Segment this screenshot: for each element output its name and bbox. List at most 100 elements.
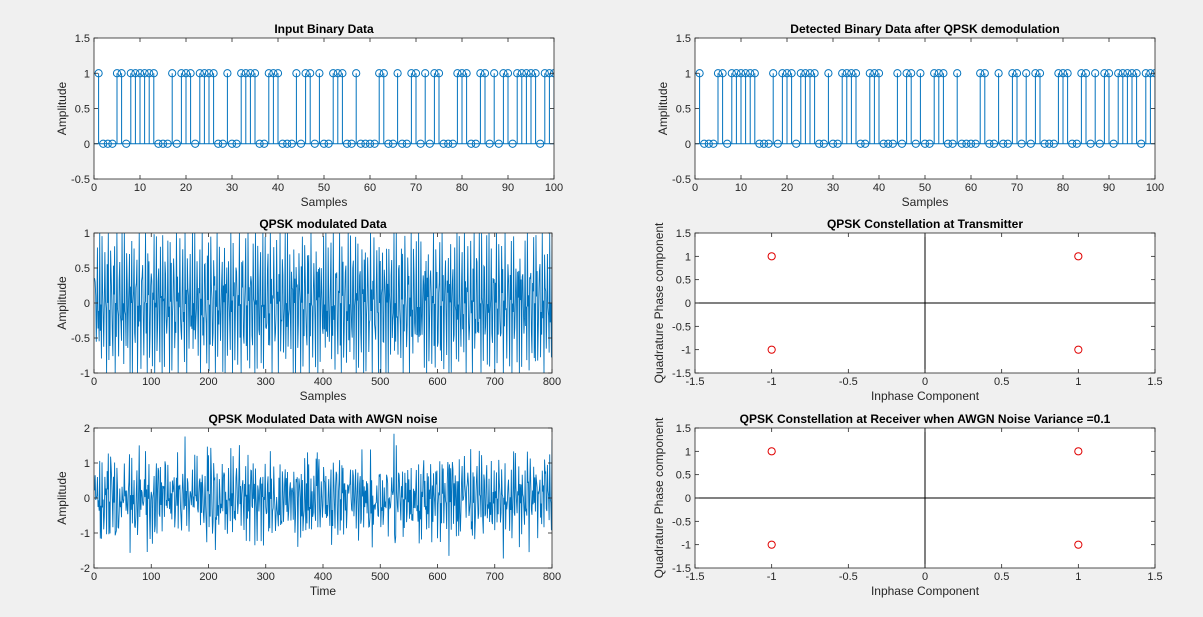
stem-marker: [181, 69, 191, 78]
stem-marker: [149, 69, 158, 78]
stem-marker: [1031, 69, 1040, 78]
x-tick-label: 600: [428, 571, 446, 583]
stem-marker: [989, 139, 999, 148]
y-tick-label: 0: [685, 493, 691, 505]
y-tick-label: 0: [84, 493, 90, 505]
stem-marker: [805, 69, 815, 78]
stem-marker: [168, 69, 177, 78]
stem-marker: [773, 139, 782, 148]
stem-marker: [457, 69, 467, 78]
stem-marker: [999, 139, 1008, 148]
x-tick-label: 500: [371, 571, 389, 583]
y-tick-label: -0.5: [71, 174, 90, 186]
stem-marker: [421, 69, 430, 78]
y-tick-label: -0.5: [672, 174, 691, 186]
stem-marker: [884, 139, 893, 148]
stem-marker: [490, 69, 499, 78]
y-tick-label: -1: [80, 528, 90, 540]
stem-marker: [700, 139, 709, 148]
y-axis-label: Amplitude: [55, 82, 69, 136]
stem-marker: [966, 139, 976, 148]
data-layer: [695, 428, 1155, 568]
stem-marker: [131, 69, 140, 78]
stem-marker: [439, 139, 448, 148]
stem-marker: [177, 69, 186, 78]
y-tick-label: 1: [84, 68, 90, 80]
y-tick-label: -1.5: [672, 368, 691, 380]
x-tick-label: 50: [318, 182, 330, 194]
stem-marker: [1077, 69, 1086, 78]
chart-title: QPSK Modulated Data with AWGN noise: [209, 412, 438, 426]
stem-marker: [278, 139, 287, 148]
stem-marker: [939, 69, 948, 78]
x-tick-label: -1: [767, 376, 777, 388]
x-tick-label: 100: [1146, 182, 1164, 194]
stem-marker: [1003, 139, 1012, 148]
plot-p6: -1.5 -1 -0.5 0 0.5 1 1.5 -1.5 -1 -0.5 0 0.5 1 1.5 QPSK…: [652, 412, 1163, 598]
stem-marker: [241, 69, 250, 78]
stem-marker: [828, 139, 838, 148]
stem-marker: [815, 139, 824, 148]
y-tick-label: 0.5: [676, 104, 691, 116]
x-tick-label: 100: [545, 182, 563, 194]
stem-marker: [379, 69, 388, 78]
plot-p3: 0 100 200 300 400 500 600 700 800 -1 -0.5 0 0.5 1 QPSK…: [55, 217, 561, 403]
plot-p2: 0 10 20 30 40 50 60 70 80 90 100-0.500.511.5Detect…: [656, 22, 1164, 209]
x-tick-label: 10: [134, 182, 146, 194]
y-tick-label: -0.5: [672, 516, 691, 528]
y-tick-label: -0.5: [672, 321, 691, 333]
stem-marker: [333, 69, 342, 78]
stem-marker: [117, 69, 126, 78]
y-tick-label: 1.5: [676, 228, 691, 240]
stem-marker: [994, 69, 1003, 78]
stem-marker: [145, 69, 154, 78]
stem-marker: [1127, 69, 1137, 78]
x-tick-label: 0: [91, 182, 97, 194]
stem-marker: [856, 139, 865, 148]
x-tick-label: 30: [827, 182, 839, 194]
y-tick-label: 1: [84, 458, 90, 470]
stem-marker: [204, 69, 214, 78]
x-axis-label: Time: [310, 584, 337, 598]
stem-marker: [782, 69, 792, 78]
stem-marker: [411, 69, 421, 78]
stem-marker: [393, 69, 402, 78]
y-tick-label: 0.5: [676, 275, 691, 287]
stem-marker: [352, 69, 361, 78]
stem-marker: [434, 69, 444, 78]
x-tick-label: -1.5: [686, 376, 705, 388]
stem-marker: [1012, 69, 1022, 78]
x-tick-label: 1: [1075, 571, 1081, 583]
stem-marker: [186, 69, 195, 78]
stem-marker: [957, 139, 966, 148]
x-tick-label: 100: [142, 376, 160, 388]
stem-marker: [1114, 69, 1123, 78]
stem-marker: [1022, 69, 1031, 78]
stem-marker: [736, 69, 746, 78]
plot-p5: 0 100 200 300 400 500 600 700 800 -2 -1 0 1 2 QPSK Mod…: [55, 412, 561, 598]
stem-marker: [1049, 139, 1058, 148]
stem-marker: [361, 139, 370, 148]
y-tick-label: 0: [84, 139, 90, 151]
stem-marker: [232, 139, 241, 148]
stem-marker: [888, 139, 897, 148]
stem-marker: [842, 69, 851, 78]
x-tick-label: 80: [456, 182, 468, 194]
stem-marker: [172, 139, 181, 148]
stem-marker: [1026, 139, 1035, 148]
x-axis-label: Samples: [300, 389, 347, 403]
stem-marker: [365, 139, 375, 148]
stem-marker: [103, 139, 112, 148]
stem-marker: [704, 139, 713, 148]
stem-marker: [861, 139, 870, 148]
stem-marker: [755, 139, 764, 148]
y-tick-label: 0: [685, 298, 691, 310]
stem-marker: [503, 69, 513, 78]
stem-marker: [375, 69, 384, 78]
stem-marker: [260, 139, 269, 148]
x-tick-label: 10: [735, 182, 747, 194]
stem-marker: [444, 139, 453, 148]
stem-marker: [1068, 139, 1077, 148]
stem-marker: [769, 69, 778, 78]
